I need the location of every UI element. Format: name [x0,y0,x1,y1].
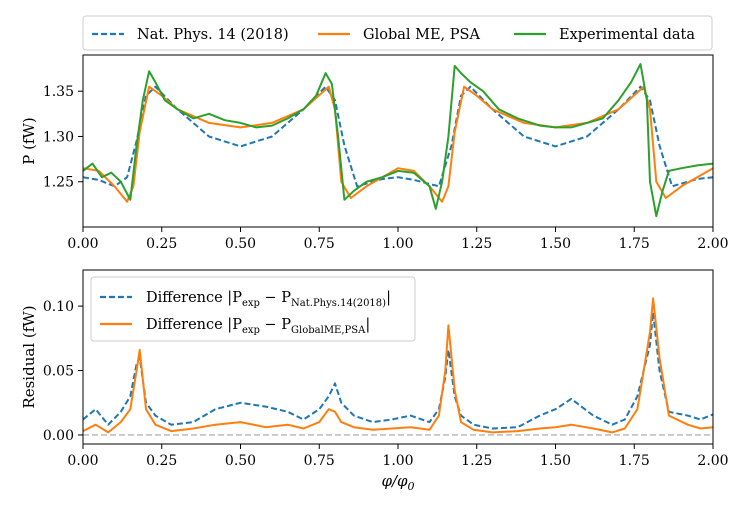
top-x-tick-label: 0.00 [67,236,98,252]
bottom-x-tick-label: 0.00 [67,453,98,469]
legend-diff-globalme-mid: − P [260,317,291,333]
legend-diff-globalme-sub1: exp [242,325,260,336]
legend-label-natphys: Nat. Phys. 14 (2018) [137,27,289,43]
legend-diff-natphys-sub2: Nat.Phys.14(2018) [291,298,386,309]
bottom-y-tick-label: 0.10 [43,299,74,315]
top-y-axis-label: P (fW) [20,117,38,165]
bottom-x-tick-label: 1.25 [461,453,492,469]
bottom-legend-box [90,276,416,342]
bottom-y-axis: 0.00 0.05 0.10 [43,299,83,444]
top-x-tick-label: 0.50 [225,236,256,252]
top-plot-area [83,55,713,227]
bottom-x-tick-label: 1.75 [619,453,650,469]
legend-label-diff-globalme: Difference |Pexp − PGlobalME,PSA| [146,317,370,336]
top-x-tick-label: 0.75 [304,236,335,252]
top-panel: 0.00 0.25 0.50 0.75 1.00 1.25 1.50 1.75 2.00 1.2… [20,54,729,252]
x-axis-label-subscript: 0 [408,480,415,493]
legend-diff-globalme-prefix: Difference |P [146,317,242,333]
bottom-y-tick-label: 0.05 [43,364,74,380]
bottom-x-axis: 0.00 0.25 0.50 0.75 1.00 1.25 1.50 1.75 2.00 [67,444,729,469]
bottom-x-tick-label: 2.00 [697,453,728,469]
top-x-tick-label: 1.75 [619,236,650,252]
legend-diff-natphys-suffix: | [386,290,391,306]
bottom-x-tick-label: 1.50 [540,453,571,469]
top-series-line-2 [82,63,714,218]
legend-diff-natphys-prefix: Difference |P [146,290,242,306]
top-y-tick-label: 1.35 [43,84,74,100]
top-x-tick-label: 2.00 [697,236,728,252]
top-y-tick-label: 1.30 [43,129,74,145]
legend-diff-globalme-sub2: GlobalME,PSA [291,325,366,336]
bottom-series-group [82,297,714,434]
top-x-tick-label: 1.50 [540,236,571,252]
top-series-line-0 [82,85,714,188]
legend-label-experimental: Experimental data [559,27,695,43]
top-series-group [82,63,714,218]
x-axis-label-main: φ/φ [381,472,408,490]
top-y-axis: 1.25 1.30 1.35 [43,84,83,191]
legend-label-globalme: Global ME, PSA [363,27,480,43]
top-x-axis: 0.00 0.25 0.50 0.75 1.00 1.25 1.50 1.75 2.00 [67,227,729,252]
bottom-x-tick-label: 0.50 [225,453,256,469]
bottom-x-tick-label: 0.75 [304,453,335,469]
legend-diff-natphys-sub1: exp [242,298,260,309]
top-legend: Nat. Phys. 14 (2018) Global ME, PSA Expe… [82,15,713,51]
bottom-y-tick-label: 0.00 [43,428,74,444]
top-legend-box [82,15,713,51]
legend-diff-globalme-suffix: | [365,317,370,333]
bottom-x-tick-label: 0.25 [146,453,177,469]
legend-label-diff-natphys: Difference |Pexp − PNat.Phys.14(2018)| [146,290,391,309]
bottom-series-line-0 [82,311,714,430]
bottom-x-tick-label: 1.00 [382,453,413,469]
top-x-tick-label: 1.00 [382,236,413,252]
top-y-tick-label: 1.25 [43,175,74,191]
bottom-legend: Difference |Pexp − PNat.Phys.14(2018)| D… [90,276,416,342]
bottom-x-axis-label: φ/φ0 [381,472,414,493]
top-x-tick-label: 0.25 [146,236,177,252]
bottom-series-line-1 [82,297,714,434]
legend-diff-natphys-mid: − P [260,290,291,306]
top-series-line-1 [82,85,714,203]
bottom-y-axis-label: Residual (fW) [20,305,38,408]
top-x-tick-label: 1.25 [461,236,492,252]
